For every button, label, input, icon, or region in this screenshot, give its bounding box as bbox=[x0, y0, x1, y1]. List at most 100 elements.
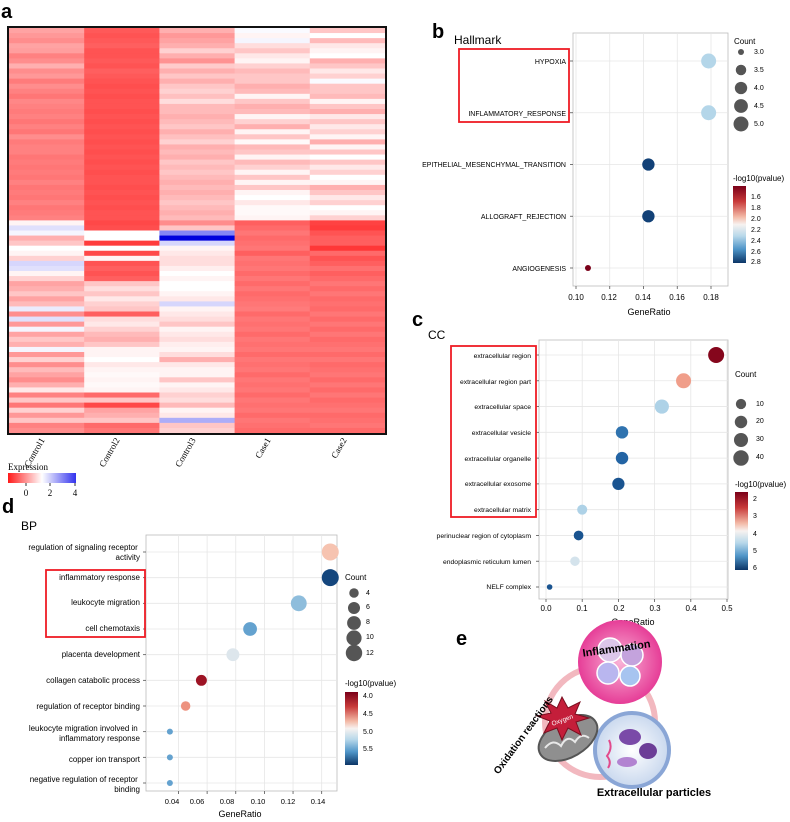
heatmap-cell bbox=[159, 367, 235, 373]
heatmap-cell bbox=[309, 240, 386, 247]
heatmap-cell bbox=[309, 265, 386, 272]
size-legend-dot bbox=[735, 398, 747, 410]
heatmap-cell bbox=[159, 230, 235, 236]
bp-x-ticks: 0.04 0.06 0.08 0.10 0.12 0.14 bbox=[165, 797, 326, 806]
enrichment-dot bbox=[701, 53, 717, 69]
heatmap-cell bbox=[9, 392, 85, 398]
heatmap-cell bbox=[159, 372, 235, 378]
heatmap-cell bbox=[309, 205, 386, 211]
heatmap-legend-title: Expression bbox=[8, 462, 48, 472]
heatmap-cell bbox=[84, 68, 160, 74]
heatmap-border bbox=[7, 26, 387, 435]
heatmap-cell bbox=[234, 316, 311, 323]
heatmap-cell bbox=[159, 144, 235, 150]
heatmap-cell bbox=[234, 184, 311, 191]
cc-term-labels: extracellular region extracellular regio… bbox=[437, 353, 532, 591]
term-label: extracellular space bbox=[474, 404, 531, 411]
heatmap-cell bbox=[234, 78, 311, 85]
heatmap-cell bbox=[234, 220, 311, 226]
heatmap-cell bbox=[309, 190, 386, 196]
heatmap-cell bbox=[159, 427, 235, 434]
heatmap-cell bbox=[9, 48, 85, 54]
heatmap-cell bbox=[309, 119, 386, 125]
heatmap-cell bbox=[84, 422, 160, 429]
size-legend-label: 4.0 bbox=[754, 85, 764, 92]
bp-dots bbox=[166, 543, 339, 786]
heatmap-cell bbox=[159, 139, 235, 145]
heatmap-cell bbox=[84, 33, 160, 39]
heatmap-cell bbox=[159, 402, 235, 409]
heatmap-cell bbox=[84, 235, 160, 242]
heatmap-cell bbox=[159, 124, 235, 130]
term-label: leukocyte migration bbox=[71, 598, 140, 607]
heatmap-cell bbox=[234, 38, 311, 44]
enrichment-dot bbox=[615, 426, 629, 439]
heatmap-cell bbox=[309, 28, 386, 34]
cc-plot-frame bbox=[538, 339, 729, 600]
heatmap-cell bbox=[159, 397, 235, 404]
heatmap-cell bbox=[234, 134, 311, 140]
heatmap-cell bbox=[309, 109, 386, 115]
color-legend-label: 1.6 bbox=[751, 194, 761, 201]
color-legend-bar bbox=[733, 186, 746, 263]
heatmap-cell bbox=[9, 326, 85, 333]
enrichment-dot bbox=[180, 701, 191, 711]
color-legend-label: 2.0 bbox=[751, 216, 761, 223]
legend-tick-label: 0 bbox=[24, 488, 29, 498]
heatmap-column-label: Case1 bbox=[253, 436, 273, 460]
size-legend-symbols bbox=[733, 398, 749, 466]
heatmap-cell bbox=[309, 88, 386, 95]
heatmap-cell bbox=[9, 331, 85, 338]
bp-highlight-box bbox=[45, 569, 146, 638]
cc-dots bbox=[546, 347, 725, 590]
heatmap-cell bbox=[84, 63, 160, 69]
heatmap-cell bbox=[84, 119, 160, 125]
heatmap-cell bbox=[84, 387, 160, 393]
panel-label-e: e bbox=[456, 628, 467, 650]
heatmap-cell bbox=[234, 68, 311, 74]
heatmap-cell bbox=[9, 73, 85, 80]
heatmap-cell bbox=[159, 159, 235, 166]
heatmap-cell bbox=[9, 341, 85, 348]
heatmap-cell bbox=[84, 129, 160, 135]
heatmap-cell bbox=[9, 53, 85, 59]
heatmap-cell bbox=[159, 93, 235, 100]
heatmap-cell bbox=[159, 215, 235, 221]
heatmap-cell bbox=[9, 412, 85, 419]
hallmark-highlight-box bbox=[458, 48, 570, 123]
term-label: ANGIOGENESIS bbox=[512, 266, 566, 273]
heatmap-cell bbox=[9, 38, 85, 44]
heatmap-cell bbox=[9, 230, 85, 236]
term-label: NELF complex bbox=[486, 584, 531, 591]
heatmap-cell bbox=[9, 210, 85, 216]
heatmap-cell bbox=[234, 109, 311, 115]
heatmap-cell bbox=[234, 103, 311, 110]
heatmap-cell bbox=[84, 357, 160, 363]
heatmap-cell bbox=[9, 129, 85, 135]
term-label: copper ion transport bbox=[69, 755, 141, 764]
cc-color-legend: -log10(pvalue) 2 3 4 5 6 bbox=[735, 480, 786, 572]
heatmap-cell bbox=[309, 427, 386, 434]
heatmap-cell bbox=[159, 184, 235, 191]
term-label: placenta development bbox=[62, 650, 141, 659]
size-legend-dot bbox=[346, 630, 362, 646]
heatmap-cell bbox=[159, 88, 235, 95]
heatmap-cell bbox=[159, 407, 235, 414]
heatmap-cell bbox=[159, 68, 235, 74]
heatmap-cell bbox=[159, 245, 235, 252]
size-legend-label: 12 bbox=[366, 650, 374, 657]
hallmark-dotplot: Hallmark HYPOXIA INFLAMMATORY_RESPONSE E… bbox=[422, 32, 784, 317]
enrichment-dot bbox=[166, 728, 173, 735]
heatmap-cell bbox=[84, 38, 160, 44]
heatmap-column-labels: Control1 Control2 Control3 Case1 Case2 bbox=[22, 436, 349, 469]
heatmap-cell bbox=[234, 114, 311, 120]
immune-cell-icon bbox=[619, 665, 641, 687]
heatmap-cell bbox=[309, 422, 386, 429]
color-legend-title: -log10(pvalue) bbox=[345, 679, 396, 688]
heatmap-cell bbox=[9, 336, 85, 343]
term-label-line: regulation of signaling receptor bbox=[28, 543, 138, 552]
heatmap-cell bbox=[234, 58, 311, 64]
heatmap-cell bbox=[84, 48, 160, 54]
term-label: extracellular region bbox=[474, 353, 532, 360]
heatmap-cell bbox=[84, 377, 160, 383]
